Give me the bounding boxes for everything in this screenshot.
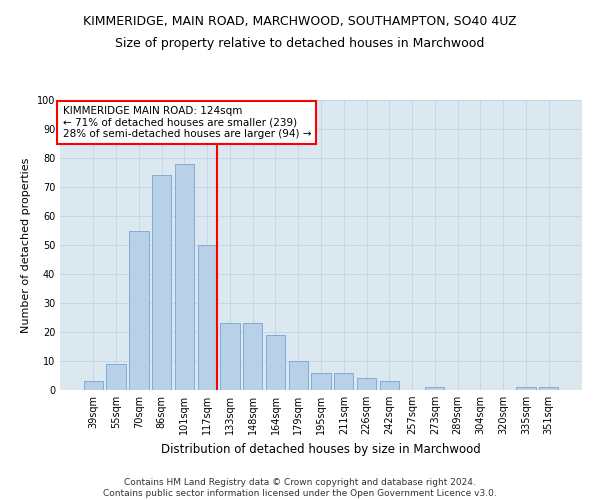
Text: KIMMERIDGE, MAIN ROAD, MARCHWOOD, SOUTHAMPTON, SO40 4UZ: KIMMERIDGE, MAIN ROAD, MARCHWOOD, SOUTHA…	[83, 15, 517, 28]
Bar	[175, 164, 194, 390]
Bar	[243, 324, 262, 390]
Text: Contains HM Land Registry data © Crown copyright and database right 2024.
Contai: Contains HM Land Registry data © Crown c…	[103, 478, 497, 498]
Bar	[129, 230, 149, 390]
Bar	[311, 372, 331, 390]
Bar	[516, 387, 536, 390]
Bar	[380, 382, 399, 390]
Bar	[539, 387, 558, 390]
X-axis label: Distribution of detached houses by size in Marchwood: Distribution of detached houses by size …	[161, 442, 481, 456]
Bar	[106, 364, 126, 390]
Bar	[84, 382, 103, 390]
Bar	[334, 372, 353, 390]
Bar	[266, 335, 285, 390]
Y-axis label: Number of detached properties: Number of detached properties	[21, 158, 31, 332]
Bar	[220, 324, 239, 390]
Text: KIMMERIDGE MAIN ROAD: 124sqm
← 71% of detached houses are smaller (239)
28% of s: KIMMERIDGE MAIN ROAD: 124sqm ← 71% of de…	[62, 106, 311, 139]
Bar	[152, 176, 172, 390]
Text: Size of property relative to detached houses in Marchwood: Size of property relative to detached ho…	[115, 38, 485, 51]
Bar	[197, 245, 217, 390]
Bar	[425, 387, 445, 390]
Bar	[289, 361, 308, 390]
Bar	[357, 378, 376, 390]
